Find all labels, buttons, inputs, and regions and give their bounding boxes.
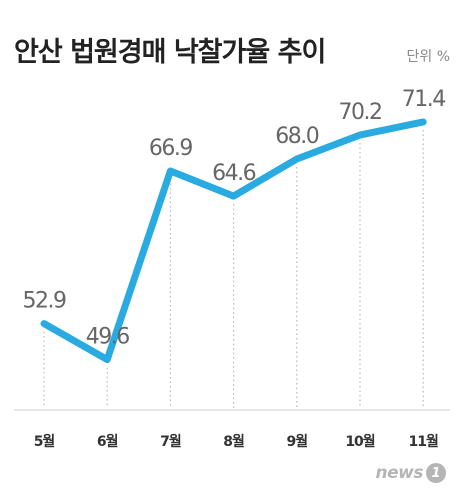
data-label-11월: 71.4 bbox=[402, 87, 445, 112]
logo-mark: 1 bbox=[426, 463, 446, 483]
x-tick-label-9월: 9월 bbox=[286, 433, 307, 450]
data-label-10월: 70.2 bbox=[339, 100, 382, 125]
x-tick-label-11월: 11월 bbox=[409, 433, 438, 450]
data-label-8월: 64.6 bbox=[212, 161, 255, 186]
data-label-5월: 52.9 bbox=[23, 289, 66, 314]
x-tick-label-6월: 6월 bbox=[97, 433, 118, 450]
series-line bbox=[40, 118, 427, 364]
x-tick-label-10월: 10월 bbox=[345, 433, 374, 450]
x-tick-label-8월: 8월 bbox=[223, 433, 244, 450]
news1-logo: news 1 bbox=[376, 463, 446, 483]
x-tick-label-5월: 5월 bbox=[34, 433, 55, 450]
chart-title: 안산 법원경매 낙찰가율 추이 bbox=[14, 37, 326, 68]
logo-text: news bbox=[375, 463, 424, 483]
unit-label: 단위 % bbox=[406, 49, 450, 65]
x-tick-label-7월: 7월 bbox=[160, 433, 181, 450]
data-label-9월: 68.0 bbox=[275, 124, 318, 149]
data-label-7월: 66.9 bbox=[149, 136, 192, 161]
data-label-6월: 49.6 bbox=[86, 325, 129, 350]
